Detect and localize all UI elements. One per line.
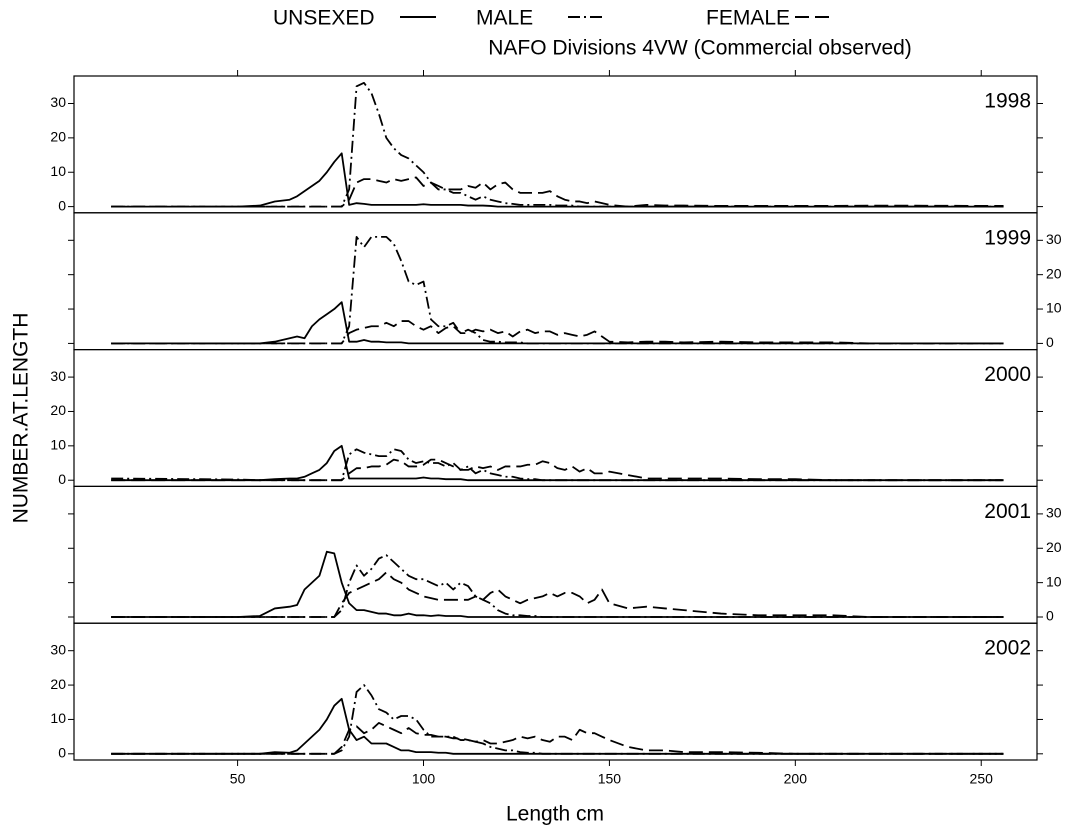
- y-tick-label: 0: [1046, 608, 1054, 624]
- series-line: [111, 448, 1004, 482]
- y-tick-label: 20: [1046, 539, 1062, 555]
- y-tick-label: 30: [1046, 505, 1062, 521]
- series-line: [111, 301, 1004, 345]
- series-line: [111, 81, 1004, 208]
- series-line: [111, 554, 1004, 618]
- panel-frame: [73, 75, 1038, 214]
- panel-label: 2000: [984, 363, 1031, 386]
- panel-frame: [73, 485, 1038, 624]
- series-line: [111, 176, 1004, 208]
- series-line: [111, 458, 1004, 482]
- y-tick-label: 30: [1046, 231, 1062, 247]
- y-tick-label: 30: [50, 368, 66, 384]
- series-line: [111, 684, 1004, 755]
- x-tick-label: 200: [784, 771, 808, 787]
- y-axis-label: NUMBER.AT.LENGTH: [10, 313, 33, 524]
- y-tick-label: 20: [50, 676, 66, 692]
- y-tick-label: 10: [1046, 300, 1062, 316]
- legend-label: FEMALE: [706, 7, 790, 30]
- series-line: [111, 697, 1004, 755]
- x-tick-label: 50: [230, 771, 246, 787]
- y-tick-label: 0: [58, 745, 66, 761]
- panel-label: 1998: [984, 90, 1031, 113]
- y-tick-label: 30: [50, 94, 66, 110]
- series-line: [111, 152, 1004, 208]
- y-tick-label: 10: [50, 437, 66, 453]
- chart-title: NAFO Divisions 4VW (Commercial observed): [488, 37, 912, 60]
- series-line: [111, 235, 1004, 345]
- y-tick-label: 10: [1046, 573, 1062, 589]
- panel-label: 2001: [984, 500, 1031, 523]
- y-tick-label: 0: [58, 197, 66, 213]
- panel-label: 2002: [984, 637, 1031, 660]
- legend-label: MALE: [476, 7, 533, 30]
- series-line: [111, 444, 1004, 482]
- series-line: [111, 550, 1004, 618]
- y-tick-label: 0: [1046, 334, 1054, 350]
- series-line: [111, 320, 1004, 345]
- x-tick-label: 150: [598, 771, 622, 787]
- y-tick-label: 20: [1046, 265, 1062, 281]
- y-tick-label: 20: [50, 402, 66, 418]
- panel-frame: [73, 622, 1038, 761]
- panel-label: 1999: [984, 226, 1031, 249]
- y-tick-label: 20: [50, 129, 66, 145]
- y-tick-label: 30: [50, 641, 66, 657]
- y-tick-label: 10: [50, 710, 66, 726]
- x-axis-label: Length cm: [506, 803, 604, 826]
- y-tick-label: 0: [58, 471, 66, 487]
- legend-label: UNSEXED: [273, 7, 375, 30]
- series-line: [111, 721, 1004, 755]
- panel-frame: [73, 212, 1038, 351]
- x-tick-label: 100: [412, 771, 436, 787]
- x-tick-label: 250: [970, 771, 994, 787]
- y-tick-label: 10: [50, 163, 66, 179]
- series-line: [111, 571, 1004, 618]
